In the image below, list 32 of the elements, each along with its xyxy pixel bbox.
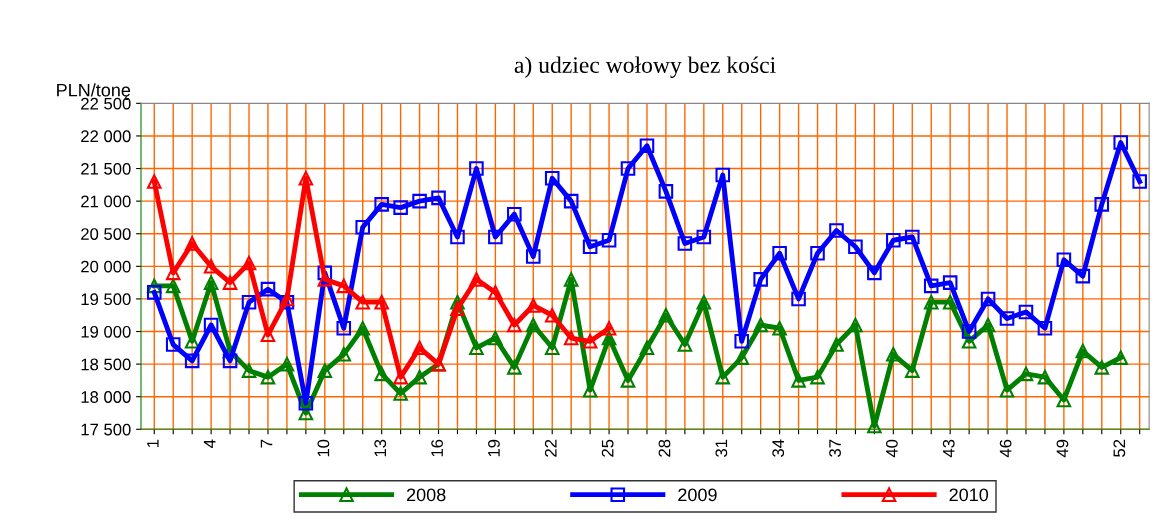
x-tick-label: 31 bbox=[715, 439, 728, 457]
y-tick-label: 22 000 bbox=[81, 130, 131, 143]
x-tick-label: 16 bbox=[431, 439, 443, 457]
x-tick-label: 19 bbox=[488, 439, 500, 457]
y-tick-label: 18 500 bbox=[81, 358, 131, 371]
x-tick-label: 49 bbox=[1056, 439, 1069, 458]
x-tick-label: 7 bbox=[260, 439, 273, 448]
legend-label: 2010 bbox=[949, 488, 989, 502]
x-tick-label: 43 bbox=[942, 439, 955, 458]
y-tick-label: 21 000 bbox=[81, 195, 131, 208]
x-tick-label: 52 bbox=[1113, 439, 1126, 457]
y-tick-label: 19 500 bbox=[81, 293, 131, 306]
y-tick-label: 17 500 bbox=[81, 423, 131, 436]
x-tick-label: 13 bbox=[374, 439, 387, 457]
x-tick-label: 1 bbox=[147, 439, 159, 448]
x-tick-label: 22 bbox=[544, 439, 557, 457]
x-tick-label: 25 bbox=[601, 439, 614, 457]
x-tick-label: 40 bbox=[885, 439, 898, 458]
legend-label: 2008 bbox=[406, 488, 446, 502]
x-tick-label: 37 bbox=[829, 439, 841, 457]
legend-label: 2009 bbox=[678, 488, 717, 502]
chart-title: a) udziec wołowy bez kości bbox=[514, 56, 776, 78]
y-tick-label: 21 500 bbox=[81, 162, 131, 175]
y-tick-label: 18 000 bbox=[81, 391, 131, 403]
y-tick-label: 20 500 bbox=[81, 228, 131, 240]
x-tick-label: 28 bbox=[658, 439, 671, 457]
x-tick-label: 34 bbox=[772, 439, 785, 457]
y-tick-label: 20 000 bbox=[81, 260, 131, 273]
y-tick-label: 19 000 bbox=[81, 325, 131, 338]
x-tick-label: 46 bbox=[999, 439, 1012, 458]
x-tick-label: 4 bbox=[203, 439, 216, 448]
x-tick-label: 10 bbox=[317, 439, 330, 457]
